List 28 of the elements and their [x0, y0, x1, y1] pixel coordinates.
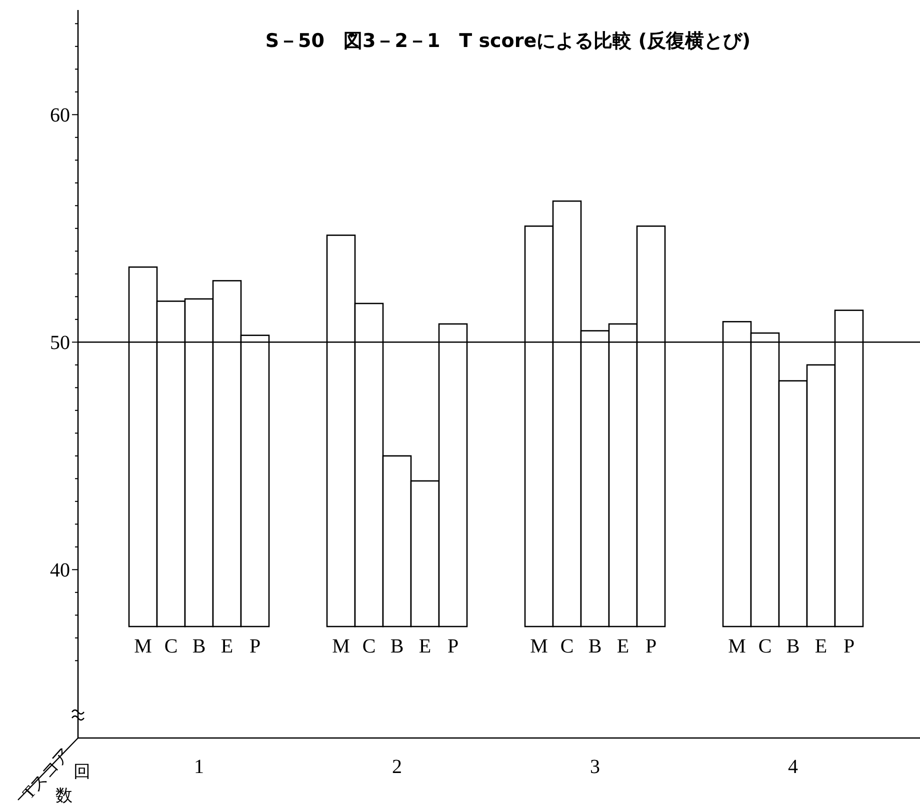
text: M: [728, 636, 746, 658]
text: P: [843, 636, 855, 658]
text: P: [645, 636, 657, 658]
series-label: P: [249, 636, 261, 658]
y-tick-label: 60: [50, 104, 70, 127]
text: E: [814, 636, 828, 658]
text: P: [447, 636, 459, 658]
series-label: C: [164, 636, 178, 658]
text: B: [588, 636, 602, 658]
text: M: [332, 636, 350, 658]
series-label: M: [134, 636, 152, 658]
text: E: [418, 636, 432, 658]
text: C: [758, 636, 772, 658]
text: S－50 図3－2－1 T scoreによる比較 (反復横とび): [265, 30, 751, 52]
text: C: [560, 636, 574, 658]
x-tick-label: 1: [194, 756, 204, 778]
series-label: E: [220, 636, 234, 658]
text: B: [786, 636, 800, 658]
x-tick-label: 3: [590, 756, 600, 778]
series-label: B: [192, 636, 206, 658]
text: C: [362, 636, 376, 658]
x-tick-label: 2: [392, 756, 402, 778]
text: M: [530, 636, 548, 658]
y-tick-label: 40: [50, 560, 70, 582]
x-tick-label: 4: [788, 756, 798, 778]
text: E: [616, 636, 630, 658]
y-tick-label: 50: [50, 332, 70, 354]
text: B: [390, 636, 404, 658]
